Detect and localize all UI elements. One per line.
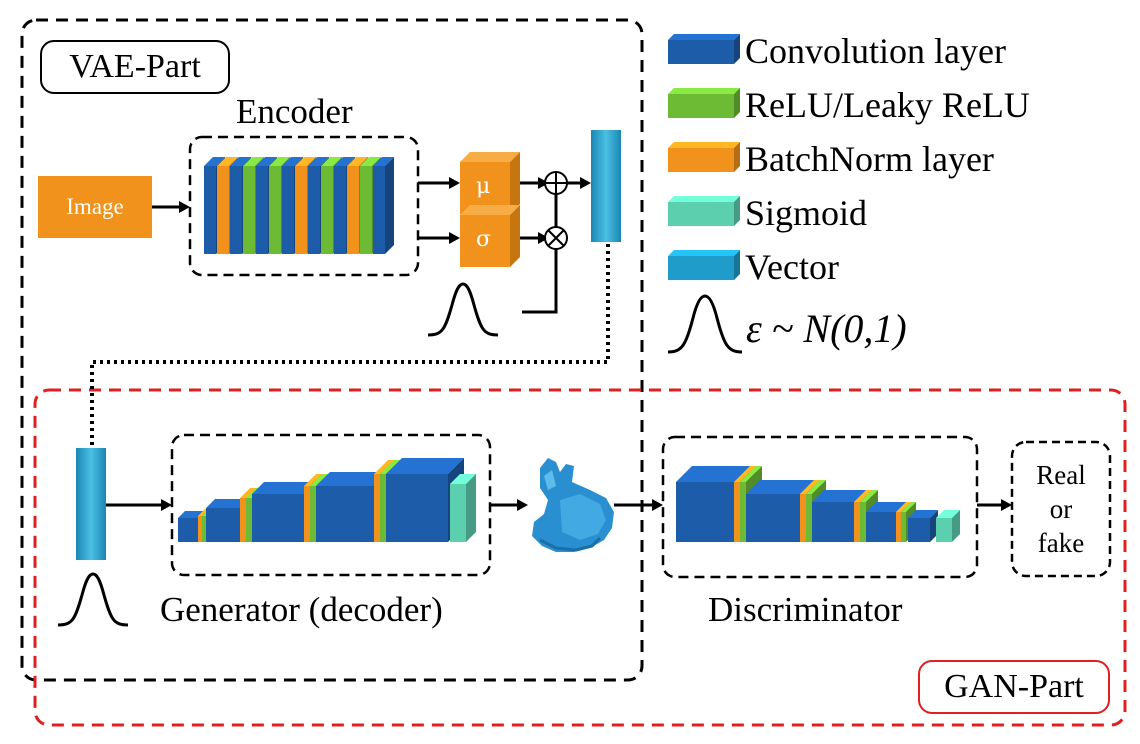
latent-vector <box>591 130 621 242</box>
legend-swatch-relu <box>668 88 740 118</box>
sum-operator <box>544 171 568 195</box>
discriminator-layers <box>676 466 960 542</box>
legend-label-sigmoid: Sigmoid <box>745 193 868 233</box>
discriminator-box <box>661 435 979 579</box>
gan-part-tag: GAN-Part <box>918 660 1110 714</box>
discriminator-title: Discriminator <box>708 590 903 629</box>
noise-formula: ~ N(0,1) <box>761 306 907 351</box>
legend-swatch-vector <box>668 250 740 280</box>
discriminator-layer-13 <box>936 510 960 542</box>
output-box <box>1010 440 1112 578</box>
real-or-fake-output: Real or fake <box>1012 442 1110 576</box>
legend-gaussian-icon <box>667 294 743 354</box>
image-input-block: Image <box>38 176 152 238</box>
legend-label-conv: Convolution layer <box>745 31 1006 71</box>
vae-part-tag: VAE-Part <box>40 40 230 94</box>
legend-swatches <box>668 34 740 280</box>
vae-part-region <box>20 18 644 682</box>
encoder-title: Encoder <box>236 92 353 131</box>
legend-label-vector: Vector <box>745 247 839 287</box>
mu-label: μ <box>476 174 491 199</box>
sigma-label: σ <box>476 227 492 252</box>
legend-label-batchnorm: BatchNorm layer <box>745 139 994 179</box>
epsilon-symbol: ε <box>746 306 762 351</box>
legend-swatch-batchnorm <box>668 142 740 172</box>
gan-part-region <box>33 388 1127 727</box>
generator-layer-13 <box>450 474 476 542</box>
output-line-2: or <box>1049 494 1073 524</box>
gaussian-noise-icon <box>427 282 499 337</box>
legend-swatch-sigmoid <box>668 196 740 226</box>
noise-distribution-label: ε ~ N(0,1) <box>746 305 907 352</box>
generator-input-vector <box>76 448 106 560</box>
output-line-1: Real <box>1036 460 1086 490</box>
legend-swatch-conv <box>668 34 740 64</box>
output-line-3: fake <box>1037 528 1085 558</box>
encoder-box <box>188 135 420 277</box>
generator-title: Generator (decoder) <box>160 590 443 629</box>
generator-layers <box>178 458 476 542</box>
discriminator-layer-12 <box>908 510 938 542</box>
latent-link <box>90 244 610 448</box>
encoder-layers <box>204 157 394 254</box>
generator-noise-icon <box>57 572 129 627</box>
multiply-operator <box>544 226 568 250</box>
legend-label-relu: ReLU/Leaky ReLU <box>745 85 1030 125</box>
sigma-block <box>460 205 520 267</box>
encoder-layer-13 <box>373 157 394 254</box>
voxel-bunny-image <box>532 458 614 552</box>
